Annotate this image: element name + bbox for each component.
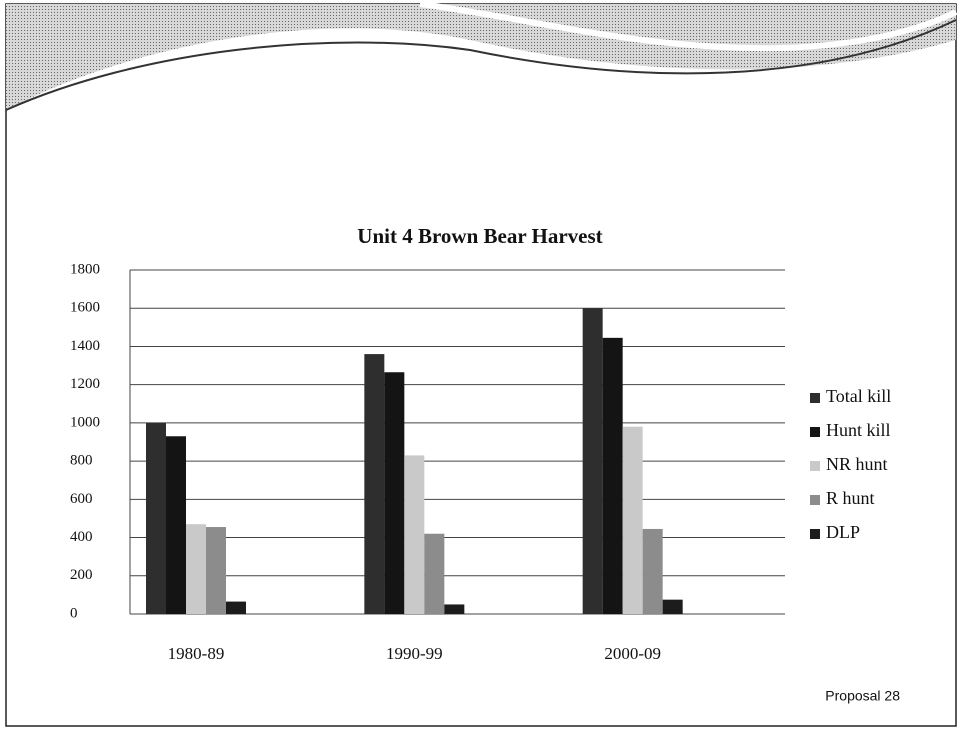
- bar: [186, 524, 206, 614]
- legend-swatch: [810, 393, 820, 403]
- bar: [384, 372, 405, 614]
- bar: [146, 422, 166, 614]
- bar: [206, 527, 226, 614]
- legend-swatch: [810, 461, 820, 471]
- bar: [444, 604, 465, 614]
- y-tick-label: 200: [70, 567, 93, 583]
- legend-label: Total kill: [826, 386, 891, 406]
- legend-label: Hunt kill: [826, 420, 891, 440]
- bar: [642, 528, 663, 614]
- y-tick-label: 1000: [70, 414, 100, 430]
- y-tick-label: 1800: [70, 261, 100, 277]
- bar: [166, 436, 186, 614]
- x-tick-label: 2000-09: [604, 644, 661, 663]
- x-tick-label: 1980-89: [168, 644, 225, 663]
- bar: [424, 533, 445, 614]
- y-tick-label: 1600: [70, 300, 100, 316]
- y-tick-label: 600: [70, 491, 93, 507]
- header-curve: [419, 1, 958, 52]
- bar: [404, 455, 425, 614]
- y-tick-label: 1400: [70, 338, 100, 354]
- legend-swatch: [810, 427, 820, 437]
- footer: Proposal 28: [825, 688, 900, 704]
- y-tick-label: 1200: [70, 376, 100, 392]
- legend-label: R hunt: [826, 488, 875, 508]
- legend-label: DLP: [826, 522, 860, 542]
- header-wave: [6, 4, 956, 110]
- bar: [602, 337, 623, 614]
- x-tick-label: 1990-99: [386, 644, 443, 663]
- y-tick-label: 800: [70, 453, 93, 469]
- bar: [582, 308, 603, 614]
- bar: [226, 601, 246, 614]
- chart-title: Unit 4 Brown Bear Harvest: [357, 224, 602, 248]
- bar: [662, 599, 683, 614]
- y-tick-label: 400: [70, 529, 93, 545]
- legend-label: NR hunt: [826, 454, 888, 474]
- legend-swatch: [810, 495, 820, 505]
- legend-swatch: [810, 529, 820, 539]
- y-tick-label: 0: [70, 605, 78, 621]
- slide-frame: [5, 3, 957, 727]
- bar: [364, 354, 385, 614]
- header-curve: [5, 19, 957, 111]
- bar: [622, 426, 643, 614]
